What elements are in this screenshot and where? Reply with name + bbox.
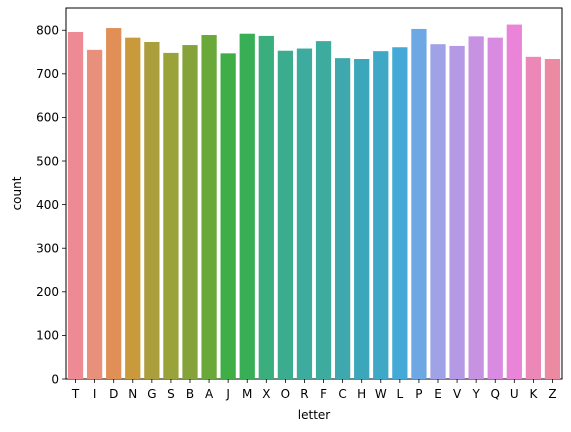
x-tick-label-D: D (109, 387, 118, 401)
x-tick-label-I: I (93, 387, 97, 401)
x-tick-label-A: A (205, 387, 214, 401)
bar-Y (468, 36, 484, 380)
x-tick-label-C: C (338, 387, 346, 401)
bar-H (354, 59, 370, 379)
bar-R (296, 48, 313, 379)
x-tick-label-N: N (128, 387, 137, 401)
bar-C (334, 58, 351, 379)
y-tick-label-100: 100 (36, 329, 59, 343)
x-tick-label-T: T (71, 387, 80, 401)
bar-U (506, 24, 522, 379)
bar-K (525, 56, 542, 379)
bar-N (125, 37, 141, 380)
y-tick-label-800: 800 (36, 24, 59, 38)
bar-A (201, 35, 217, 379)
y-tick-label-300: 300 (36, 242, 59, 256)
bar-Q (487, 37, 503, 380)
x-tick-label-L: L (397, 387, 404, 401)
y-tick-label-0: 0 (51, 372, 59, 386)
bars-group (67, 24, 561, 380)
x-tick-label-O: O (281, 387, 290, 401)
x-tick-label-K: K (529, 387, 538, 401)
bar-P (411, 28, 427, 380)
bar-S (163, 52, 179, 380)
x-tick-label-Z: Z (548, 387, 556, 401)
x-tick-label-S: S (167, 387, 175, 401)
x-tick-label-M: M (242, 387, 252, 401)
x-tick-label-G: G (147, 387, 156, 401)
x-tick-label-P: P (415, 387, 422, 401)
x-tick-label-W: W (375, 387, 387, 401)
bar-V (449, 45, 465, 380)
y-tick-label-600: 600 (36, 111, 59, 125)
x-tick-label-U: U (510, 387, 519, 401)
y-tick-label-400: 400 (36, 198, 59, 212)
x-tick-label-Q: Q (491, 387, 500, 401)
y-tick-label-200: 200 (36, 285, 59, 299)
bar-J (220, 53, 236, 380)
x-tick-label-V: V (453, 387, 462, 401)
y-tick-label-500: 500 (36, 154, 59, 168)
y-axis-ticks: 0 100 200 300 400 500 600 700 800 (36, 24, 66, 386)
bar-E (430, 44, 446, 380)
bar-M (239, 33, 255, 379)
bar-G (144, 42, 160, 379)
plot-area-frame (65, 7, 563, 380)
x-tick-label-H: H (357, 387, 366, 401)
x-tick-label-B: B (186, 387, 194, 401)
bar-B (182, 45, 198, 380)
bar-O (277, 50, 294, 379)
x-tick-label-F: F (320, 387, 327, 401)
bar-L (392, 47, 408, 380)
x-axis-title: letter (298, 408, 331, 422)
x-tick-label-Y: Y (471, 387, 480, 401)
bar-Z (544, 59, 561, 379)
bar-I (86, 49, 103, 379)
bar-F (315, 41, 332, 379)
x-tick-label-J: J (225, 387, 230, 401)
x-tick-label-R: R (300, 387, 308, 401)
x-tick-label-E: E (434, 387, 442, 401)
bar-T (67, 31, 84, 379)
bar-W (373, 51, 389, 379)
y-tick-label-700: 700 (36, 67, 59, 81)
x-tick-label-X: X (262, 387, 270, 401)
bar-D (106, 28, 122, 380)
y-axis-title: count (10, 176, 24, 210)
bar-X (258, 35, 274, 380)
